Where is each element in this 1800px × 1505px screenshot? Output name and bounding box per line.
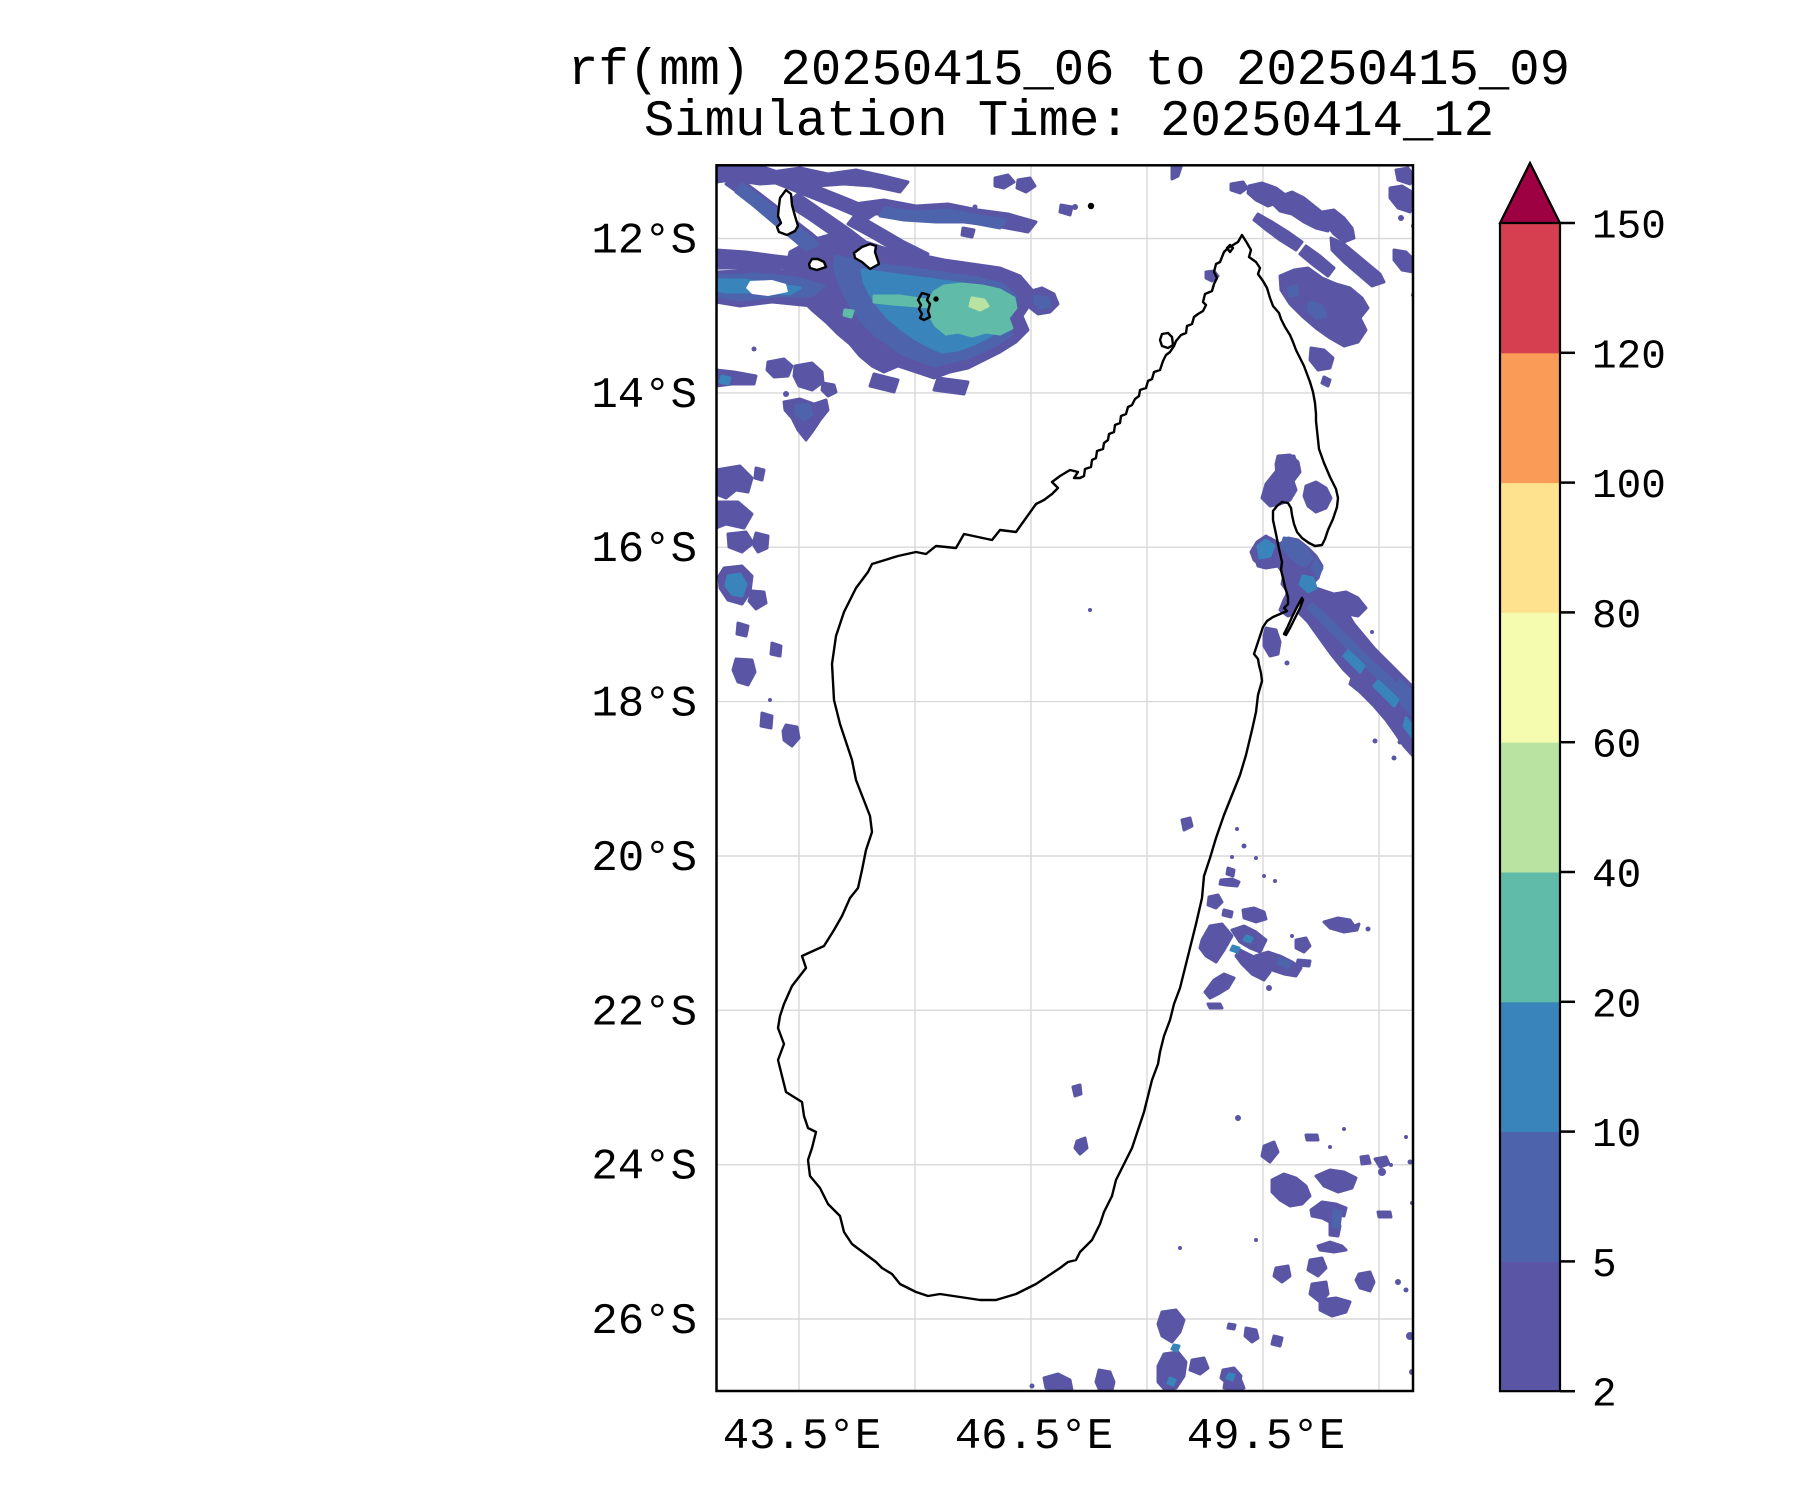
svg-text:60: 60 [1592,724,1641,770]
svg-text:150: 150 [1592,205,1666,251]
svg-text:20: 20 [1592,983,1641,1029]
svg-text:49.5°E: 49.5°E [1187,1412,1345,1462]
svg-text:120: 120 [1592,334,1666,380]
svg-text:80: 80 [1592,594,1641,640]
svg-text:Simulation Time: 20250414_12: Simulation Time: 20250414_12 [644,94,1494,151]
svg-text:rf(mm) 20250415_06 to 20250415: rf(mm) 20250415_06 to 20250415_09 [568,43,1570,100]
svg-text:18°S: 18°S [591,680,697,730]
svg-text:43.5°E: 43.5°E [723,1412,881,1462]
svg-text:100: 100 [1592,464,1666,510]
svg-text:10: 10 [1592,1113,1641,1159]
svg-text:16°S: 16°S [591,525,697,575]
svg-text:46.5°E: 46.5°E [955,1412,1113,1462]
svg-text:2: 2 [1592,1373,1617,1419]
svg-text:40: 40 [1592,854,1641,900]
svg-text:5: 5 [1592,1243,1617,1289]
svg-text:14°S: 14°S [591,371,697,421]
svg-text:12°S: 12°S [591,217,697,267]
svg-text:24°S: 24°S [591,1143,697,1193]
svg-text:22°S: 22°S [591,988,697,1038]
svg-text:26°S: 26°S [591,1297,697,1347]
svg-text:20°S: 20°S [591,834,697,884]
